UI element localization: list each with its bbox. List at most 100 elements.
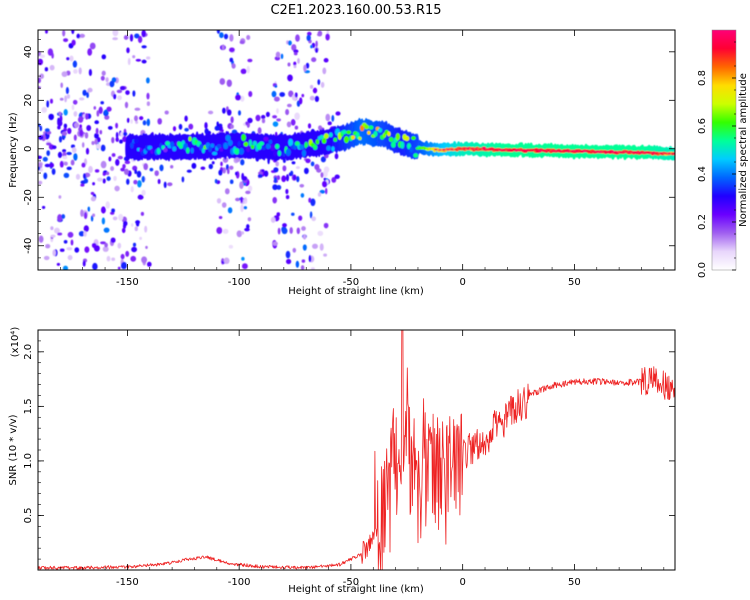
spectrogram-speckle [86, 92, 90, 98]
spectrogram-speckle [230, 124, 234, 129]
spectrogram-speckle [73, 111, 78, 117]
spectrogram-ridge-peak [518, 149, 523, 152]
spectrogram-speckle [81, 142, 85, 148]
spectrogram-speckle [309, 84, 314, 89]
spectrogram-speckle [146, 118, 151, 127]
spectrogram-speckle [141, 256, 148, 264]
spectrogram-ridge-core [225, 134, 231, 142]
spectrogram-speckle [306, 34, 311, 42]
spectrogram-ridge-peak [546, 149, 551, 152]
spectrogram-ridge-peak [595, 150, 599, 153]
spectrogram-ridge-peak [631, 151, 635, 154]
spectrogram-speckle [66, 247, 73, 251]
spectrogram-x-label: Height of straight line (km) [288, 286, 424, 297]
spectrogram-speckle [73, 122, 80, 128]
spectrogram-speckle [48, 113, 55, 121]
spectrogram-speckle [241, 256, 245, 261]
spectrogram-ridge-core [333, 137, 338, 142]
spectrogram-speckle [261, 114, 266, 120]
spectrogram-speckle [294, 125, 299, 130]
snr-plot-area [38, 330, 675, 570]
spectrogram-speckle [245, 121, 249, 126]
spectrogram-speckle [287, 62, 291, 67]
spectrogram-speckle [167, 182, 173, 187]
spectrogram-speckle [298, 215, 303, 221]
spectrogram-speckle [66, 94, 71, 99]
spectrogram-ridge-core [190, 147, 194, 154]
spectrogram-ridge-peak [442, 148, 446, 151]
spectrogram-speckle [222, 228, 229, 234]
spectrogram-speckle [324, 187, 328, 195]
spectrogram-speckle [170, 164, 174, 169]
spectrogram-speckle [120, 261, 127, 270]
spectrogram-ridge-core [359, 124, 365, 132]
spectrogram-ridge-core [358, 136, 362, 141]
spectrogram-speckle [122, 163, 126, 169]
spectrogram-ridge-core [170, 141, 175, 149]
spectrogram-speckle [208, 163, 213, 170]
spectrogram-ridge-core [156, 147, 161, 155]
spectrogram-speckle [44, 67, 49, 72]
spectrogram-speckle [84, 246, 90, 253]
spectrogram-speckle [263, 170, 269, 177]
spectrogram-speckle [59, 160, 64, 168]
spectrogram-speckle [94, 132, 99, 139]
spectrogram-ridge-peak [478, 148, 482, 151]
spectrogram-speckle [83, 211, 88, 220]
spectrogram-speckle [191, 162, 197, 169]
spectrogram-ridge-core [321, 137, 327, 144]
spectrogram-speckle [271, 90, 277, 98]
spectrogram-speckle [38, 135, 44, 140]
spectrogram-ridge-core [364, 124, 369, 130]
spectrogram-speckle [235, 94, 242, 101]
spectrogram-y-tick-label: 40 [23, 45, 34, 58]
spectrogram-speckle [58, 195, 62, 199]
spectrogram-speckle [82, 260, 86, 267]
spectrogram-speckle [204, 122, 208, 129]
spectrogram-speckle [309, 211, 313, 219]
spectrogram-speckle [97, 177, 103, 182]
spectrogram-speckle [71, 147, 77, 153]
colorbar-label: Normalized spectral amplitude [738, 73, 749, 227]
spectrogram-speckle [272, 121, 279, 127]
spectrogram-speckle [54, 227, 60, 234]
spectrogram-speckle [132, 90, 136, 97]
spectrogram-speckle [207, 110, 214, 115]
spectrogram-speckle [285, 195, 290, 200]
spectrogram-speckle [78, 67, 82, 75]
spectrogram-speckle [325, 33, 330, 41]
spectrogram-ridge-core [130, 142, 134, 149]
spectrogram-speckle [301, 226, 306, 231]
spectrogram-speckle [41, 205, 46, 209]
spectrogram-speckle [102, 246, 109, 252]
spectrogram-speckle [142, 120, 147, 126]
spectrogram-speckle [293, 52, 298, 56]
spectrogram-speckle [83, 178, 89, 184]
spectrogram-speckle [83, 173, 86, 179]
spectrogram-speckle [258, 171, 263, 175]
spectrogram-ridge-peak [462, 147, 466, 150]
spectrogram-ridge-peak [623, 151, 627, 154]
spectrogram-speckle [81, 162, 86, 168]
spectrogram-speckle [227, 207, 233, 214]
spectrogram-speckle [44, 163, 51, 168]
spectrogram-speckle [239, 40, 245, 45]
spectrogram-speckle [71, 104, 75, 111]
spectrogram-speckle [222, 107, 226, 114]
spectrogram-speckle [59, 97, 64, 101]
spectrogram-speckle [311, 216, 317, 222]
spectrogram-ridge-core [186, 147, 190, 154]
spectrogram-speckle [314, 164, 320, 170]
spectrogram-speckle [282, 223, 287, 228]
spectrogram-speckle [130, 255, 137, 262]
spectrogram-y-tick-label: 0 [23, 146, 34, 152]
colorbar-tick-label: 0.2 [697, 214, 708, 230]
spectrogram-speckle [85, 147, 90, 155]
spectrogram-speckle [66, 57, 70, 61]
spectrogram-speckle [71, 39, 76, 46]
spectrogram-speckle [287, 40, 292, 46]
spectrogram-ridge-core [313, 144, 318, 150]
spectrogram-ridge-core [188, 136, 192, 142]
spectrogram-x-tick-label: -100 [228, 277, 251, 288]
spectrogram-speckle [229, 57, 234, 63]
